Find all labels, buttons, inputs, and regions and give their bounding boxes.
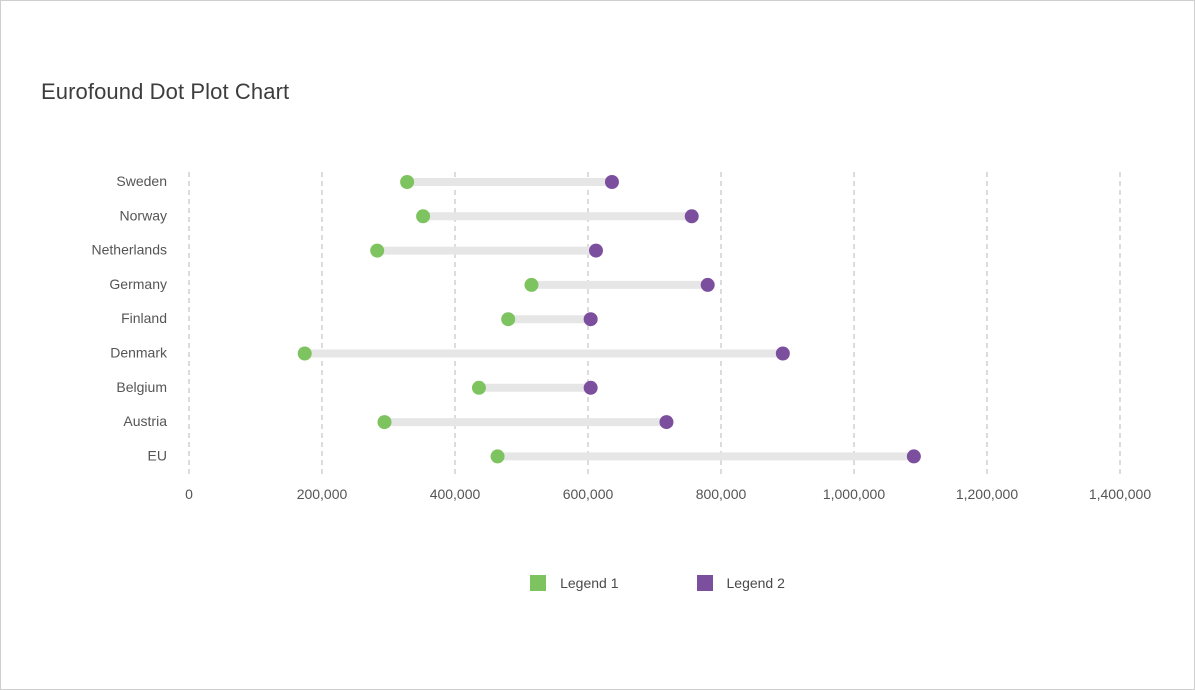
y-category-label-1: Norway <box>120 207 167 223</box>
dot-legend1-8 <box>490 449 505 464</box>
dot-legend2-8 <box>906 449 921 464</box>
dot-legend2-1 <box>684 209 699 224</box>
dot-legend2-3 <box>700 277 715 292</box>
x-tick-label-7: 1,400,000 <box>1089 486 1151 502</box>
y-category-label-3: Germany <box>109 276 167 292</box>
x-tick-label-4: 800,000 <box>696 486 747 502</box>
x-tick-label-1: 200,000 <box>297 486 348 502</box>
legend-swatch-1 <box>530 575 547 591</box>
y-category-label-7: Austria <box>123 413 167 429</box>
x-tick-label-2: 400,000 <box>430 486 481 502</box>
legend-label-1: Legend 1 <box>560 575 619 591</box>
dot-legend1-5 <box>297 346 312 361</box>
dot-legend1-7 <box>377 415 392 430</box>
dot-legend1-6 <box>471 380 486 395</box>
dot-legend1-0 <box>400 175 415 189</box>
chart-title: Eurofound Dot Plot Chart <box>41 79 290 104</box>
dot-legend2-4 <box>583 312 598 327</box>
x-tick-label-6: 1,200,000 <box>956 486 1018 502</box>
x-tick-label-3: 600,000 <box>563 486 614 502</box>
legend-item-1[interactable]: Legend 1 <box>410 575 619 591</box>
dot-legend1-4 <box>501 312 516 327</box>
chart-legend: Legend 1 Legend 2 <box>0 575 1195 591</box>
y-category-label-8: EU <box>148 447 167 463</box>
legend-item-2[interactable]: Legend 2 <box>651 575 785 591</box>
dot-legend1-2 <box>370 243 385 258</box>
x-tick-label-5: 1,000,000 <box>823 486 885 502</box>
dot-legend2-2 <box>588 243 603 258</box>
legend-swatch-2 <box>696 575 713 591</box>
legend-label-2: Legend 2 <box>726 575 785 591</box>
dot-legend1-3 <box>524 277 539 292</box>
x-tick-label-0: 0 <box>185 486 193 502</box>
dot-legend2-7 <box>659 415 674 430</box>
dot-legend2-5 <box>775 346 790 361</box>
y-category-label-6: Belgium <box>116 379 167 395</box>
y-category-label-0: Sweden <box>116 173 167 189</box>
y-category-label-4: Finland <box>121 310 167 326</box>
y-category-label-2: Netherlands <box>92 242 168 258</box>
dot-legend2-0 <box>604 175 619 189</box>
dot-legend1-1 <box>416 209 431 224</box>
y-category-label-5: Denmark <box>110 345 168 361</box>
dot-legend2-6 <box>583 380 598 395</box>
